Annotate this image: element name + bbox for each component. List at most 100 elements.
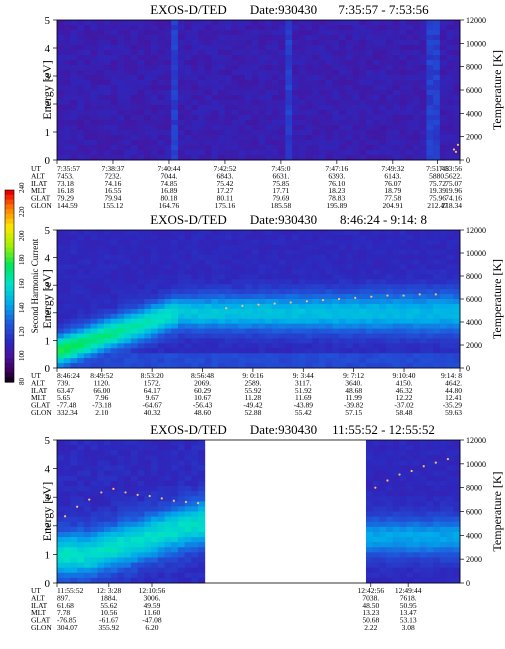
heatmap-cell xyxy=(177,333,186,339)
heatmap-cell xyxy=(124,259,132,265)
heatmap-cell xyxy=(312,150,320,156)
heatmap-cell xyxy=(144,105,152,111)
heatmap-cell xyxy=(191,567,199,574)
heatmap-cell xyxy=(251,30,259,36)
table-cell: 8:56:48 xyxy=(191,371,214,380)
heatmap-cell xyxy=(406,70,414,76)
heatmap-cell xyxy=(90,70,98,76)
heatmap-cell xyxy=(57,244,65,251)
heatmap-cell xyxy=(386,557,394,563)
heatmap-cell xyxy=(218,294,226,300)
heatmap-cell xyxy=(365,343,374,349)
heatmap-cell xyxy=(379,440,387,446)
heatmap-cell xyxy=(164,572,172,579)
heatmap-cell xyxy=(198,557,206,563)
heatmap-cell xyxy=(359,25,367,31)
heatmap-cell xyxy=(446,239,454,246)
heatmap-cell xyxy=(238,308,246,315)
heatmap-cell xyxy=(352,115,360,121)
heatmap-cell xyxy=(392,60,400,66)
heatmap-cell xyxy=(77,40,85,46)
heatmap-cell xyxy=(70,318,78,325)
heatmap-cell xyxy=(426,465,434,472)
heatmap-cell xyxy=(204,318,212,325)
heatmap-cell xyxy=(325,135,333,141)
heatmap-cell xyxy=(57,230,65,236)
heatmap-cell xyxy=(278,60,286,66)
heatmap-cell xyxy=(104,269,112,275)
heatmap-cell xyxy=(137,155,145,161)
heatmap-cell xyxy=(117,328,125,334)
heatmap-cell xyxy=(392,269,400,275)
heatmap-cell xyxy=(77,284,85,290)
heatmap-cell xyxy=(258,45,266,51)
heatmap-cell xyxy=(392,526,400,533)
heatmap-cell xyxy=(117,40,125,46)
heatmap-cell xyxy=(198,577,206,584)
heatmap-cell xyxy=(231,358,239,364)
heatmap-cell xyxy=(97,526,105,533)
heatmap-cell xyxy=(285,353,293,359)
heatmap-cell xyxy=(83,150,91,156)
heatmap-cell xyxy=(63,234,71,241)
temperature-point xyxy=(422,465,425,468)
heatmap-cell xyxy=(265,289,273,295)
heatmap-cell xyxy=(198,65,206,71)
heatmap-cell xyxy=(191,552,199,558)
heatmap-cell xyxy=(157,353,165,359)
heatmap-cell xyxy=(151,363,159,369)
heatmap-cell xyxy=(426,557,434,563)
heatmap-cell xyxy=(224,40,233,46)
heatmap-cell xyxy=(312,85,320,91)
heatmap-cell xyxy=(265,318,273,325)
heatmap-cell xyxy=(184,140,192,146)
heatmap-cell xyxy=(365,125,374,131)
heatmap-cell xyxy=(332,80,340,86)
heatmap-cell xyxy=(77,485,85,492)
heatmap-cell xyxy=(453,150,461,156)
heatmap-cell xyxy=(224,279,233,285)
heatmap-cell xyxy=(191,338,199,344)
heatmap-cell xyxy=(104,318,112,325)
heatmap-cell xyxy=(245,259,253,265)
heatmap-cell xyxy=(184,521,192,528)
temperature-point xyxy=(124,491,127,494)
heatmap-cell xyxy=(453,485,461,492)
heatmap-cell xyxy=(130,303,138,310)
heatmap-cell xyxy=(124,516,132,523)
heatmap-cell xyxy=(157,455,165,461)
heatmap-cell xyxy=(238,323,246,329)
heatmap-cell xyxy=(419,333,427,339)
heatmap-cell xyxy=(386,552,394,558)
heatmap-cell xyxy=(406,542,414,548)
heatmap-cell xyxy=(164,65,172,71)
heatmap-cell xyxy=(151,521,159,528)
heatmap-cell xyxy=(406,105,414,111)
heatmap-cell xyxy=(110,353,118,359)
heatmap-cell xyxy=(231,145,239,151)
heatmap-cell xyxy=(151,455,159,461)
heatmap-cell xyxy=(359,75,367,81)
heatmap-cell xyxy=(426,110,434,116)
heatmap-cell xyxy=(386,303,394,310)
heatmap-cell xyxy=(110,85,118,91)
table-cell: -64.67 xyxy=(142,401,162,410)
heatmap-cell xyxy=(352,294,360,300)
heatmap-cell xyxy=(117,577,125,584)
heatmap-cell xyxy=(325,318,333,325)
heatmap-cell xyxy=(137,521,145,528)
heatmap-cell xyxy=(90,506,98,512)
heatmap-cell xyxy=(151,547,159,553)
heatmap-cell xyxy=(399,445,407,451)
heatmap-cell xyxy=(151,577,159,584)
heatmap-cell xyxy=(339,284,347,290)
heatmap-cell xyxy=(63,562,71,569)
heatmap-cell xyxy=(157,125,165,131)
heatmap-cell xyxy=(439,50,447,56)
y-tick-label: 3 xyxy=(45,280,51,292)
heatmap-cell xyxy=(218,150,226,156)
heatmap-cell xyxy=(198,313,206,320)
heatmap-cell xyxy=(104,284,112,290)
heatmap-cell xyxy=(312,353,320,359)
heatmap-cell xyxy=(164,230,172,236)
